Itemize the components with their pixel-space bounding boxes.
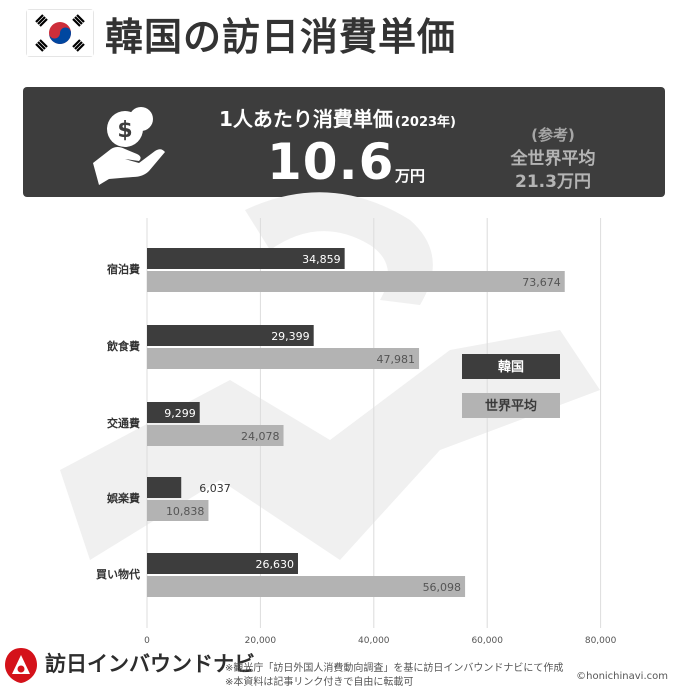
- legend-label: 韓国: [498, 359, 524, 375]
- bar: [147, 348, 420, 369]
- unit-spend-unit: 万円: [395, 167, 426, 185]
- unit-spend-value: 10.6: [267, 133, 395, 191]
- copyright: ©honichinavi.com: [576, 671, 668, 682]
- data-label: 34,859: [302, 253, 341, 266]
- x-tick-label: 20,000: [245, 636, 277, 646]
- bar: [147, 325, 314, 346]
- x-tick-label: 0: [144, 636, 150, 646]
- reference-label: (参考): [531, 126, 575, 144]
- data-label: 24,078: [241, 430, 280, 443]
- data-label: 9,299: [164, 407, 196, 420]
- bar: [147, 500, 209, 521]
- data-label: 6,037: [199, 482, 231, 495]
- bar: [147, 425, 284, 446]
- bar: [147, 553, 298, 574]
- unit-spend-label: 1人あたり消費単価 (2023年): [219, 107, 456, 131]
- data-label: 26,630: [255, 558, 294, 571]
- category-label: 交通費: [107, 416, 140, 430]
- data-label: 73,674: [522, 276, 561, 289]
- bar: [147, 402, 200, 423]
- page-title: 韓国の訪日消費単価: [105, 15, 457, 59]
- svg-text:$: $: [117, 118, 132, 143]
- source-note: ※観光庁「訪日外国人消費動向調査」を基に訪日インバウンドナビにて作成: [225, 663, 564, 674]
- reference-name: 全世界平均: [510, 149, 596, 169]
- category-label: 飲食費: [106, 339, 140, 353]
- honichi-logo-icon: [4, 646, 38, 684]
- brand-name: 訪日インバウンドナビ: [45, 652, 255, 676]
- x-tick-label: 40,000: [358, 636, 390, 646]
- legend-label: 世界平均: [485, 398, 537, 414]
- header: 韓国の訪日消費単価: [0, 0, 680, 78]
- bar: [147, 576, 466, 597]
- bar: [147, 477, 182, 498]
- data-label: 47,981: [377, 353, 416, 366]
- legend-swatch: [462, 393, 560, 418]
- hand-coin-icon: $: [85, 99, 169, 185]
- bar: [147, 271, 565, 292]
- data-label: 10,838: [166, 505, 205, 518]
- x-tick-label: 80,000: [585, 636, 617, 646]
- year-label: (2023年): [394, 115, 456, 130]
- category-label: 買い物代: [96, 567, 140, 581]
- x-tick-label: 60,000: [471, 636, 503, 646]
- data-label: 56,098: [423, 581, 462, 594]
- data-label: 29,399: [271, 330, 310, 343]
- category-label: 娯楽費: [107, 491, 140, 505]
- bar: [147, 248, 345, 269]
- south-korea-flag-icon: [27, 10, 93, 56]
- summary-banner: $ 1人あたり消費単価 (2023年) 10.6 万円 (参考) 全世界平均 21…: [23, 87, 665, 197]
- category-label: 宿泊費: [107, 262, 140, 276]
- legend-swatch: [462, 354, 560, 379]
- reference-value: 21.3万円: [515, 172, 591, 192]
- reuse-note: ※本資料は記事リンク付きで自由に転載可: [225, 677, 414, 688]
